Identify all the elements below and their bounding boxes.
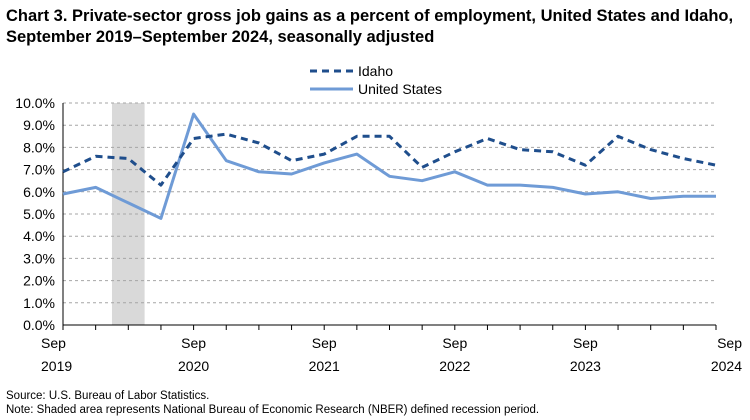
y-tick-label: 1.0%	[23, 295, 55, 311]
y-tick-label: 0.0%	[23, 317, 55, 333]
legend: Idaho United States	[310, 63, 442, 97]
series-line-united-states	[62, 112, 716, 220]
x-tick-label-month: Sep	[573, 335, 598, 351]
series-line-idaho	[62, 132, 717, 187]
y-tick-label: 8.0%	[23, 139, 55, 155]
x-tick-label-year: 2024	[711, 358, 742, 374]
recession-note: Note: Shaded area represents National Bu…	[6, 404, 540, 416]
legend-label: United States	[358, 81, 442, 97]
x-tick-label-month: Sep	[312, 335, 337, 351]
y-tick-label: 3.0%	[23, 250, 55, 266]
x-tick-label-month: Sep	[181, 335, 206, 351]
y-tick-label: 2.0%	[23, 273, 55, 289]
y-axis-ticks: 0.0% 1.0% 2.0% 3.0% 4.0% 5.0% 6.0% 7.0% 8.0% 9.0%…	[15, 95, 55, 333]
x-tick-label-year: 2019	[41, 358, 72, 374]
legend-label: Idaho	[358, 63, 393, 79]
x-axis-ticks: Sep 2019 Sep 2020 Sep 2021 Sep 2022 Sep 2023 Sep 20…	[41, 325, 742, 374]
y-tick-label: 4.0%	[23, 228, 55, 244]
chart-title: Chart 3. Private-sector gross job gains …	[6, 7, 734, 46]
y-tick-label: 10.0%	[15, 95, 55, 111]
recession-band	[111, 103, 145, 325]
gridlines	[63, 102, 716, 304]
x-tick-label-year: 2023	[570, 358, 601, 374]
y-tick-label: 9.0%	[23, 117, 55, 133]
recession-shading	[111, 103, 145, 325]
x-tick-label-month: Sep	[442, 335, 467, 351]
source-note: Source: U.S. Bureau of Labor Statistics.	[6, 390, 210, 402]
y-tick-label: 7.0%	[23, 162, 55, 178]
y-tick-label: 6.0%	[23, 184, 55, 200]
x-tick-label-year: 2020	[178, 358, 209, 374]
x-tick-label-year: 2021	[309, 358, 340, 374]
x-tick-label-month: Sep	[717, 335, 742, 351]
series-lines	[62, 112, 717, 220]
y-tick-label: 5.0%	[23, 206, 55, 222]
x-tick-label-month: Sep	[41, 335, 66, 351]
x-tick-label-year: 2022	[439, 358, 470, 374]
